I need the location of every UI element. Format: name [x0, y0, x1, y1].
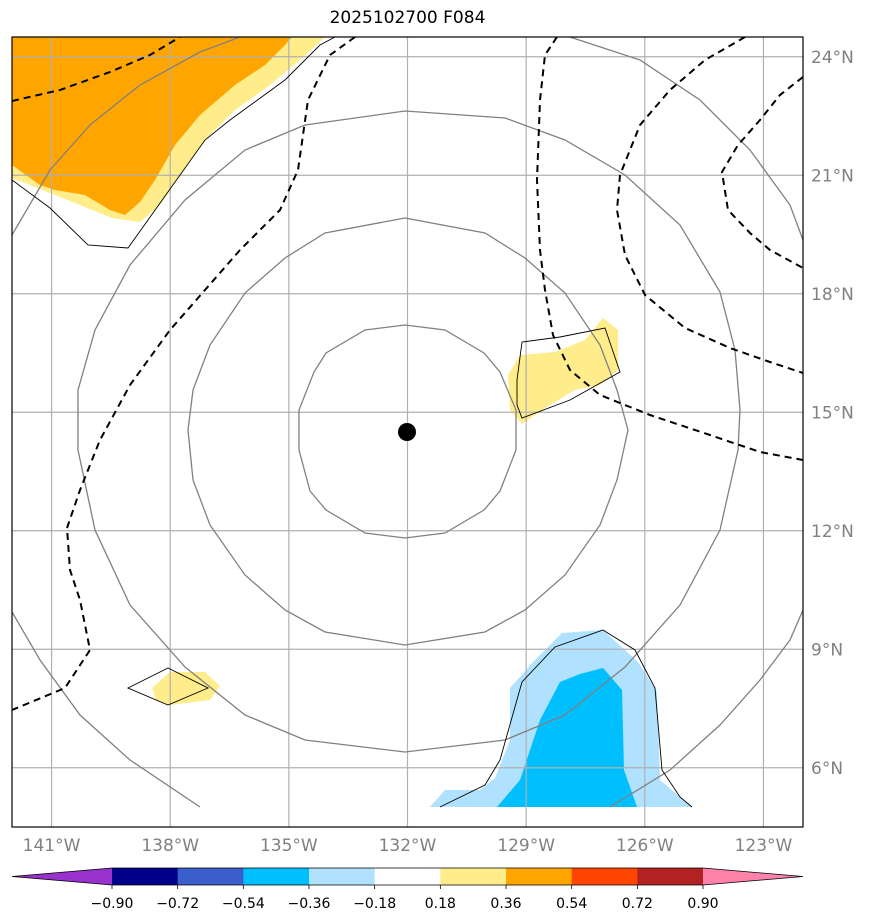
- map-title: 2025102700 F084: [329, 8, 486, 28]
- lat-tick-label: 12°N: [811, 522, 854, 542]
- colorbar-tick-label: −0.72: [156, 896, 199, 912]
- lat-tick-label: 6°N: [811, 759, 843, 779]
- thin-outlines: [12, 37, 693, 808]
- lon-tick-label: 141°W: [23, 836, 81, 856]
- range-circle-outermost-se: [609, 609, 803, 808]
- dashed-contour-far-east: [720, 76, 803, 269]
- colorbar-tick-label: 0.18: [425, 896, 456, 912]
- colorbar-tick-label: −0.18: [353, 896, 396, 912]
- colorbar-segment: [637, 868, 704, 885]
- lat-tick-label: 24°N: [811, 48, 854, 68]
- storm-center-marker: [398, 423, 416, 441]
- lat-tick-label: 21°N: [811, 166, 854, 186]
- lat-tick-label: 15°N: [811, 403, 854, 423]
- colorbar-segment: [177, 868, 244, 885]
- map-plot-area: [12, 37, 803, 827]
- negative-anomaly-dark: [497, 668, 637, 807]
- colorbar-extend-low: [12, 868, 112, 885]
- range-circle-middle: [187, 217, 629, 646]
- longitude-tick-labels: 141°W 138°W 135°W 132°W 129°W 126°W 123°W: [23, 836, 793, 856]
- colorbar: −0.90 −0.72 −0.54 −0.36 −0.18 0.18 0.36 0.54 0.7…: [11, 867, 804, 912]
- lon-tick-label: 126°W: [616, 836, 674, 856]
- thin-outline-sw: [126, 667, 210, 706]
- colorbar-segment: [440, 868, 507, 885]
- lat-tick-label: 9°N: [811, 640, 843, 660]
- colorbar-segment: [374, 868, 441, 885]
- lon-tick-label: 138°W: [141, 836, 199, 856]
- colorbar-tick-label: −0.54: [222, 896, 265, 912]
- dashed-contour-nw: [12, 37, 181, 102]
- plot-frame: [11, 36, 804, 828]
- colorbar-tick-label: −0.90: [91, 896, 134, 912]
- dashed-contour-central: [535, 37, 803, 461]
- range-circle-outer: [77, 110, 741, 753]
- dashed-contour-west: [12, 37, 356, 711]
- colorbar-segment: [571, 868, 638, 885]
- colorbar-segment: [506, 868, 573, 885]
- dashed-contour-east: [615, 37, 803, 374]
- lon-tick-label: 135°W: [260, 836, 318, 856]
- colorbar-tick-label: 0.90: [687, 896, 718, 912]
- range-circle-outermost-ne: [569, 37, 803, 241]
- colorbar-segment: [112, 868, 179, 885]
- colorbar-tick-label: −0.36: [288, 896, 331, 912]
- positive-anomaly-sw: [152, 672, 220, 705]
- lon-tick-label: 132°W: [379, 836, 437, 856]
- colorbar-segment: [309, 868, 376, 885]
- colorbar-tick-label: 0.72: [622, 896, 653, 912]
- latitude-tick-labels: 6°N 9°N 12°N 15°N 18°N 21°N 24°N: [811, 48, 854, 779]
- range-circles: [12, 37, 803, 808]
- positive-anomaly-east: [508, 318, 618, 424]
- range-circle-outermost-south: [12, 611, 201, 808]
- colorbar-tick-label: 0.54: [556, 896, 587, 912]
- colorbar-tick-label: 0.36: [490, 896, 521, 912]
- thin-outline-south: [439, 629, 693, 808]
- colorbar-segment: [243, 868, 310, 885]
- thin-outline-nw: [12, 37, 336, 249]
- map-gridlines: [12, 37, 803, 827]
- colorbar-extend-high: [703, 868, 803, 885]
- dashed-contours: [12, 37, 803, 711]
- thin-outline-east: [516, 327, 621, 419]
- lon-tick-label: 123°W: [735, 836, 793, 856]
- range-circle-inner: [298, 324, 517, 539]
- lon-tick-label: 129°W: [497, 836, 555, 856]
- range-circle-outermost-north: [12, 37, 241, 236]
- lat-tick-label: 18°N: [811, 285, 854, 305]
